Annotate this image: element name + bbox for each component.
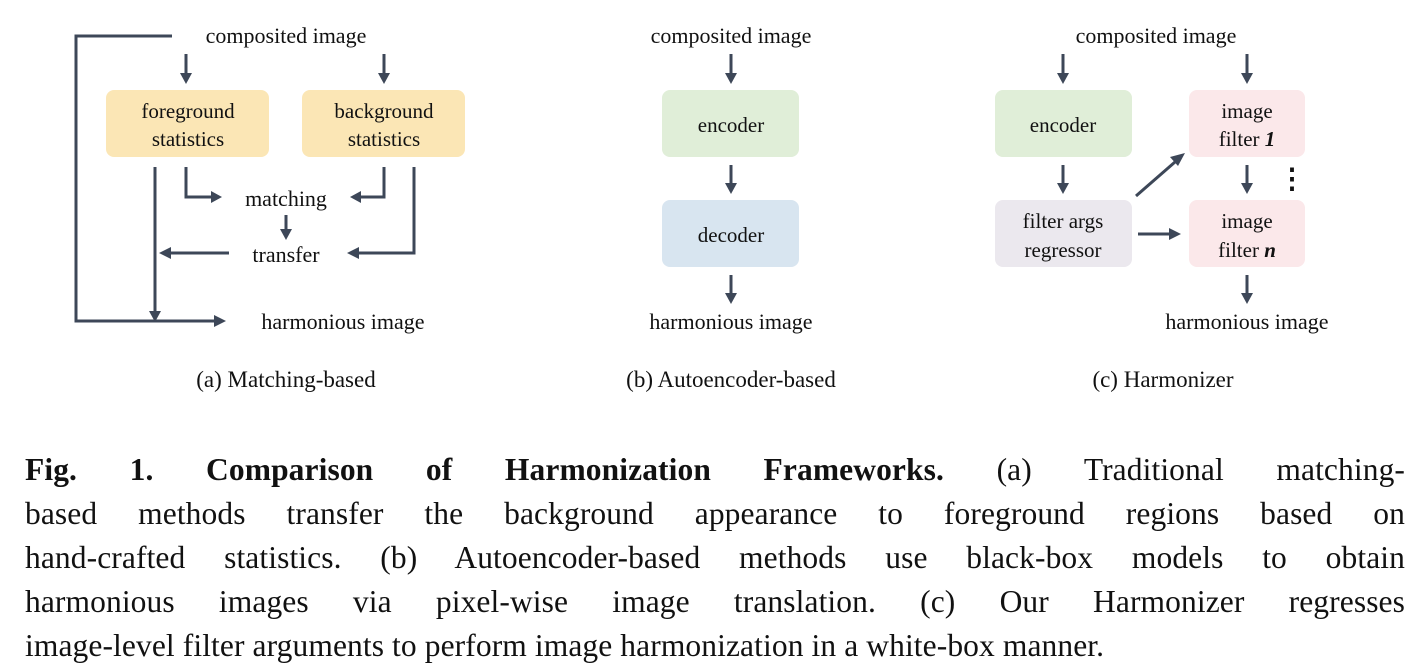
b-decoder-label: decoder (698, 223, 764, 247)
b-encoder-label: encoder (698, 113, 764, 137)
caption-line-2: based methods transfer the background ap… (25, 496, 1405, 531)
b-input-label: composited image (651, 23, 812, 48)
c-filter1-line1: image (1221, 99, 1272, 123)
c-ellipsis: ⋮ (1278, 164, 1306, 195)
b-decoder-box (662, 200, 799, 267)
c-edges (1057, 54, 1253, 304)
a-edges (74, 34, 416, 327)
caption-line-3: hand-crafted statistics. (b) Autoencoder… (25, 540, 1405, 575)
c-filter1-line2: filter 1 (1219, 127, 1276, 151)
c-filter1-word: filter (1219, 127, 1260, 151)
caption-lead: Fig. 1. Comparison of Harmonization Fram… (25, 452, 944, 487)
caption-line-4: harmonious images via pixel-wise image t… (25, 584, 1405, 619)
a-transfer-label: transfer (252, 242, 320, 267)
caption-line-1-text: (a) Traditional matching- (943, 452, 1406, 487)
figure: composited image foreground statistics b… (74, 23, 1329, 392)
caption-line-5: image-level filter arguments to perform … (25, 628, 1105, 663)
c-regressor-line2: regressor (1025, 238, 1102, 262)
panel-c: composited image encoder filter args reg… (995, 23, 1329, 392)
a-foreground-statistics-box (106, 90, 269, 157)
c-regressor-line1: filter args (1023, 209, 1104, 233)
a-fg-line1: foreground (141, 99, 235, 123)
a-input-label: composited image (206, 23, 367, 48)
a-bg-line2: statistics (348, 127, 420, 151)
b-subcaption: (b) Autoencoder-based (626, 367, 836, 392)
a-fg-line2: statistics (152, 127, 224, 151)
panel-a: composited image foreground statistics b… (74, 23, 465, 392)
c-filter1-index: 1 (1265, 127, 1276, 151)
c-subcaption: (c) Harmonizer (1092, 367, 1233, 392)
panel-b: composited image encoder decoder harmoni… (626, 23, 836, 392)
diagram-canvas: composited image foreground statistics b… (74, 23, 1329, 392)
b-encoder-box (662, 90, 799, 157)
c-filter-args-regressor-box (995, 200, 1132, 267)
a-output-label: harmonious image (261, 309, 424, 334)
b-output-label: harmonious image (649, 309, 812, 334)
c-filtern-line2: filter n (1218, 238, 1276, 262)
c-encoder-label: encoder (1030, 113, 1096, 137)
c-encoder-box (995, 90, 1132, 157)
b-edges (725, 54, 737, 304)
c-image-filter-n-box (1189, 200, 1305, 267)
c-filtern-index: n (1264, 238, 1276, 262)
a-background-statistics-box (302, 90, 465, 157)
caption-line-1: Fig. 1. Comparison of Harmonization Fram… (25, 448, 1405, 492)
figure-caption: Fig. 1. Comparison of Harmonization Fram… (25, 448, 1405, 668)
c-filtern-line1: image (1221, 209, 1272, 233)
a-bg-line1: background (334, 99, 434, 123)
c-image-filter-1-box (1189, 90, 1305, 157)
c-filtern-word: filter (1218, 238, 1259, 262)
c-output-label: harmonious image (1165, 309, 1328, 334)
a-subcaption: (a) Matching-based (196, 367, 376, 392)
a-matching-label: matching (245, 186, 327, 211)
c-input-label: composited image (1076, 23, 1237, 48)
